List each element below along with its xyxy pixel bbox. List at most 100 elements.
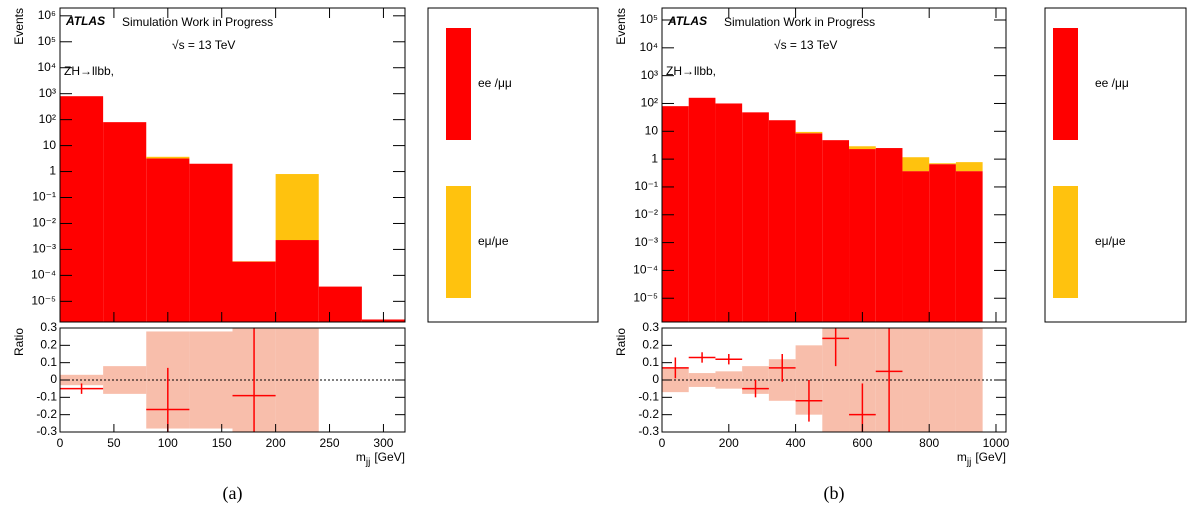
histogram-bar bbox=[275, 240, 319, 322]
x-tick-label: 200 bbox=[719, 436, 739, 450]
y-tick-label: 10⁻⁴ bbox=[633, 263, 658, 277]
histogram-bar bbox=[849, 149, 876, 322]
x-axis-title-main: m bbox=[957, 450, 967, 464]
y-axis-title: Events bbox=[12, 8, 26, 45]
y-tick-label: -0.1 bbox=[638, 390, 659, 404]
legend-swatch bbox=[1053, 28, 1078, 140]
histogram-bar bbox=[902, 157, 930, 172]
legend-label: ee /μμ bbox=[1095, 76, 1129, 90]
y-tick-label: 10⁻⁵ bbox=[633, 290, 658, 304]
x-axis-title-sub: jj bbox=[365, 457, 370, 468]
x-tick-label: 300 bbox=[373, 436, 393, 450]
y-tick-label: 10² bbox=[641, 96, 658, 110]
histogram-bar bbox=[955, 171, 983, 322]
process-label: ZH→llbb, bbox=[666, 64, 716, 78]
y-tick-label: 10³ bbox=[39, 86, 56, 100]
histogram-bar bbox=[849, 146, 876, 150]
y-tick-label: -0.1 bbox=[36, 390, 57, 404]
plot-frame bbox=[661, 7, 1007, 323]
x-tick-label: 0 bbox=[57, 436, 64, 450]
x-tick-label: 50 bbox=[107, 436, 121, 450]
x-tick-label: 1000 bbox=[983, 436, 1010, 450]
histogram-bar bbox=[146, 156, 190, 159]
status-label: Simulation Work in Progress bbox=[724, 15, 875, 29]
x-tick-label: 400 bbox=[786, 436, 806, 450]
y-tick-label: -0.3 bbox=[638, 424, 659, 438]
histogram-bar bbox=[955, 162, 983, 172]
histogram-bar bbox=[103, 122, 147, 322]
histogram-bar bbox=[146, 158, 190, 322]
y-tick-label: 10⁻⁵ bbox=[31, 294, 56, 308]
y-tick-label: 1 bbox=[49, 164, 56, 178]
y-tick-label: -0.2 bbox=[638, 407, 659, 421]
histogram-bar bbox=[822, 140, 850, 322]
x-axis-title: mjj [GeV] bbox=[957, 450, 1006, 467]
histogram-bar bbox=[688, 97, 716, 323]
histogram-bar bbox=[795, 133, 823, 322]
legend-swatch bbox=[446, 28, 471, 140]
uncertainty-band bbox=[189, 331, 233, 429]
x-tick-label: 600 bbox=[852, 436, 872, 450]
y-tick-label: 0.3 bbox=[40, 320, 57, 334]
histogram-bar bbox=[929, 164, 956, 322]
y-tick-label: 0.1 bbox=[642, 355, 659, 369]
y-tick-label: 10⁻¹ bbox=[32, 190, 56, 204]
ratio-plot-area bbox=[662, 328, 1006, 432]
caption: (a) bbox=[223, 483, 243, 504]
histogram-bar bbox=[318, 286, 362, 322]
legend-label: eμ/μe bbox=[478, 234, 509, 248]
x-tick-label: 0 bbox=[659, 436, 666, 450]
y-tick-label: -0.3 bbox=[36, 424, 57, 438]
experiment-label: ATLAS bbox=[667, 14, 707, 28]
y-tick-label: 0.2 bbox=[40, 338, 57, 352]
legend-box bbox=[1044, 7, 1187, 323]
histogram-bar bbox=[662, 106, 689, 322]
y-tick-label: -0.2 bbox=[36, 407, 57, 421]
legend-label: eμ/μe bbox=[1095, 234, 1126, 248]
y-tick-label: 0.1 bbox=[40, 355, 57, 369]
histogram-bar bbox=[275, 174, 319, 241]
x-axis-title-sub: jj bbox=[966, 457, 971, 468]
histogram-bar bbox=[875, 148, 903, 322]
y-tick-label: 10³ bbox=[641, 68, 658, 82]
histogram-bar bbox=[189, 163, 233, 322]
x-tick-label: 200 bbox=[266, 436, 286, 450]
ratio-plot-area bbox=[60, 328, 405, 432]
histogram-bar bbox=[768, 120, 796, 323]
x-axis-title-unit: [GeV] bbox=[374, 450, 405, 464]
legend-swatch bbox=[1053, 186, 1078, 298]
y-tick-label: 10⁻² bbox=[32, 216, 56, 230]
y-tick-label: 0.3 bbox=[642, 320, 659, 334]
histogram-bar bbox=[795, 131, 823, 134]
energy-label: √s = 13 TeV bbox=[774, 38, 837, 52]
uncertainty-band bbox=[715, 371, 743, 389]
plot-frame bbox=[59, 7, 406, 323]
y-tick-label: 10⁻¹ bbox=[634, 179, 658, 193]
y-tick-label: 10⁴ bbox=[639, 40, 658, 54]
y-tick-label: 1 bbox=[651, 151, 658, 165]
y-axis-title: Ratio bbox=[614, 328, 628, 356]
histogram-bar bbox=[902, 171, 930, 322]
legend-swatch bbox=[446, 186, 471, 298]
y-tick-label: 0 bbox=[50, 372, 57, 386]
y-tick-label: 0 bbox=[652, 372, 659, 386]
x-axis-title-main: m bbox=[356, 450, 366, 464]
y-axis-title: Ratio bbox=[12, 328, 26, 356]
histogram-bar bbox=[929, 163, 956, 165]
y-tick-label: 10⁴ bbox=[37, 60, 56, 74]
energy-label: √s = 13 TeV bbox=[172, 38, 235, 52]
y-tick-label: 10 bbox=[645, 123, 659, 137]
y-axis-title: Events bbox=[614, 8, 628, 45]
legend-box bbox=[427, 7, 599, 323]
y-tick-label: 10⁻⁴ bbox=[31, 268, 56, 282]
x-tick-label: 150 bbox=[212, 436, 232, 450]
x-tick-label: 100 bbox=[158, 436, 178, 450]
process-label: ZH→llbb, bbox=[64, 64, 114, 78]
experiment-label: ATLAS bbox=[65, 14, 105, 28]
y-tick-label: 10⁶ bbox=[38, 8, 56, 22]
histogram-bar bbox=[742, 112, 769, 322]
x-axis-title-unit: [GeV] bbox=[975, 450, 1006, 464]
x-tick-label: 250 bbox=[320, 436, 340, 450]
y-tick-label: 10⁻³ bbox=[32, 242, 56, 256]
y-tick-label: 10⁻² bbox=[634, 207, 658, 221]
